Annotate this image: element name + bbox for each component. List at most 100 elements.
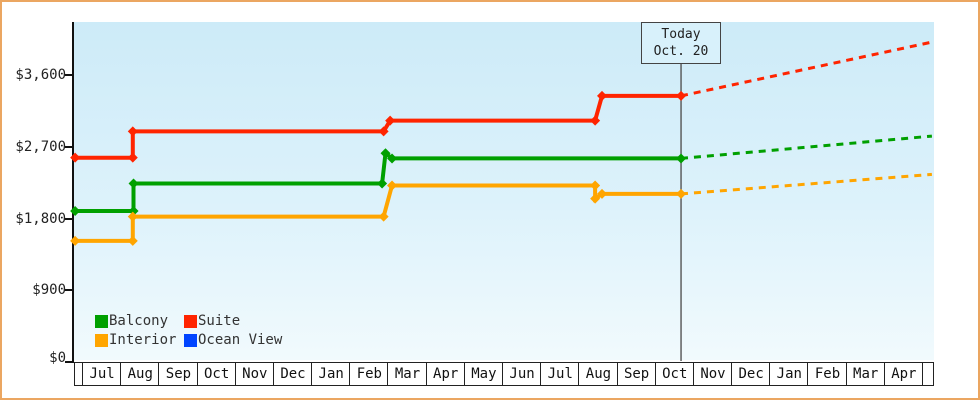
today-annotation-box: Today Oct. 20 xyxy=(641,22,721,64)
month-cell-border xyxy=(731,363,733,385)
month-label: Feb xyxy=(356,366,382,382)
interior-point-marker xyxy=(676,188,687,199)
month-label: May xyxy=(471,366,497,382)
interior-point-marker xyxy=(590,193,601,204)
today-date: Oct. 20 xyxy=(653,44,709,59)
month-label: Nov xyxy=(242,366,268,382)
y-axis-label: $3,600 xyxy=(15,67,66,84)
month-cell-border xyxy=(234,363,236,385)
month-cell-border xyxy=(120,363,122,385)
balcony-point-marker xyxy=(387,153,398,164)
month-label: Sep xyxy=(165,366,192,382)
interior-point-marker xyxy=(590,180,601,191)
y-axis-tick xyxy=(65,289,73,292)
x-axis-month-row: Jul Aug Sep Oct Nov Dec Jan Feb Mar Apr May Jun Jul A… xyxy=(74,362,934,386)
legend: Balcony Suite Interior Ocean View xyxy=(95,314,282,347)
month-cell-border xyxy=(540,363,542,385)
month-cell-border xyxy=(272,363,274,385)
month-cell-border xyxy=(578,363,580,385)
month-cell-border xyxy=(807,363,809,385)
balcony-point-marker xyxy=(676,153,687,164)
month-label: Aug xyxy=(127,366,153,382)
legend-item-balcony: Balcony xyxy=(95,314,184,328)
month-label: Jan xyxy=(318,366,344,382)
month-cell-border xyxy=(82,363,83,385)
month-label: Jan xyxy=(776,366,802,382)
legend-item-ocean-view: Ocean View xyxy=(184,333,282,347)
month-cell-border xyxy=(387,363,389,385)
legend-swatch-icon xyxy=(184,333,197,347)
month-label: Jun xyxy=(509,366,535,382)
balcony-point-marker xyxy=(377,178,388,189)
legend-item-interior: Interior xyxy=(95,333,184,347)
month-cell-border xyxy=(616,363,618,385)
legend-swatch-icon xyxy=(184,314,197,328)
month-label: Dec xyxy=(738,366,764,382)
balcony-point-marker xyxy=(128,178,139,189)
month-cell-border xyxy=(196,363,198,385)
suite-point-marker xyxy=(70,152,81,163)
legend-label: Ocean View xyxy=(198,332,283,348)
month-cell-border xyxy=(692,363,694,385)
legend-item-suite: Suite xyxy=(184,314,282,328)
month-cell-border xyxy=(425,363,427,385)
y-axis-tick xyxy=(65,361,73,363)
month-cell-border xyxy=(921,363,923,385)
legend-label: Balcony xyxy=(109,313,169,329)
y-axis-label: $1,800 xyxy=(15,210,66,227)
balcony-line xyxy=(75,149,681,213)
suite-point-marker xyxy=(590,115,601,126)
suite-point-marker xyxy=(676,90,687,101)
y-axis-label: $0 xyxy=(49,350,66,366)
month-label: Feb xyxy=(814,366,841,382)
interior-point-marker xyxy=(127,235,138,246)
legend-label: Interior xyxy=(109,332,177,348)
interior-point-marker xyxy=(70,235,81,246)
balcony-projection-line xyxy=(680,134,933,160)
month-cell-border xyxy=(845,363,847,385)
y-axis-tick xyxy=(65,217,73,220)
legend-swatch-icon xyxy=(95,333,108,347)
suite-point-marker xyxy=(378,126,389,137)
suite-point-marker xyxy=(597,90,608,101)
interior-point-marker xyxy=(127,211,138,222)
interior-projection-line xyxy=(680,172,933,196)
interior-line xyxy=(75,183,681,243)
month-cell-border xyxy=(349,363,351,385)
y-axis-line xyxy=(72,22,74,363)
interior-point-marker xyxy=(387,180,398,191)
month-label: Jul xyxy=(89,366,115,382)
suite-line xyxy=(75,93,681,160)
month-label: Dec xyxy=(280,366,306,382)
legend-swatch-icon xyxy=(95,314,108,328)
interior-point-marker xyxy=(597,188,608,199)
suite-point-marker xyxy=(127,152,138,163)
month-label: Aug xyxy=(585,366,612,382)
month-label: Oct xyxy=(662,366,688,382)
month-cell-border xyxy=(463,363,465,385)
balcony-point-marker xyxy=(70,206,81,217)
month-label: Nov xyxy=(700,366,726,382)
y-axis-tick xyxy=(65,74,73,77)
today-label: Today xyxy=(661,27,701,42)
suite-point-marker xyxy=(127,126,138,137)
month-label: Apr xyxy=(891,366,917,382)
month-cell-border xyxy=(501,363,503,385)
plot-area xyxy=(74,22,934,360)
suite-projection-line xyxy=(680,40,933,98)
legend-label: Suite xyxy=(198,313,241,329)
month-cell-border xyxy=(311,363,313,385)
interior-point-marker xyxy=(378,211,389,222)
month-label: Mar xyxy=(394,366,421,382)
month-label: Sep xyxy=(623,366,650,382)
month-cell-border xyxy=(769,363,771,385)
month-label: Oct xyxy=(203,366,230,382)
month-cell-border xyxy=(883,363,885,385)
month-label: Jul xyxy=(547,366,573,382)
y-axis-label: $2,700 xyxy=(15,138,66,155)
y-axis-tick xyxy=(65,145,73,148)
y-axis-label: $900 xyxy=(32,282,66,299)
month-label: Mar xyxy=(853,366,879,382)
